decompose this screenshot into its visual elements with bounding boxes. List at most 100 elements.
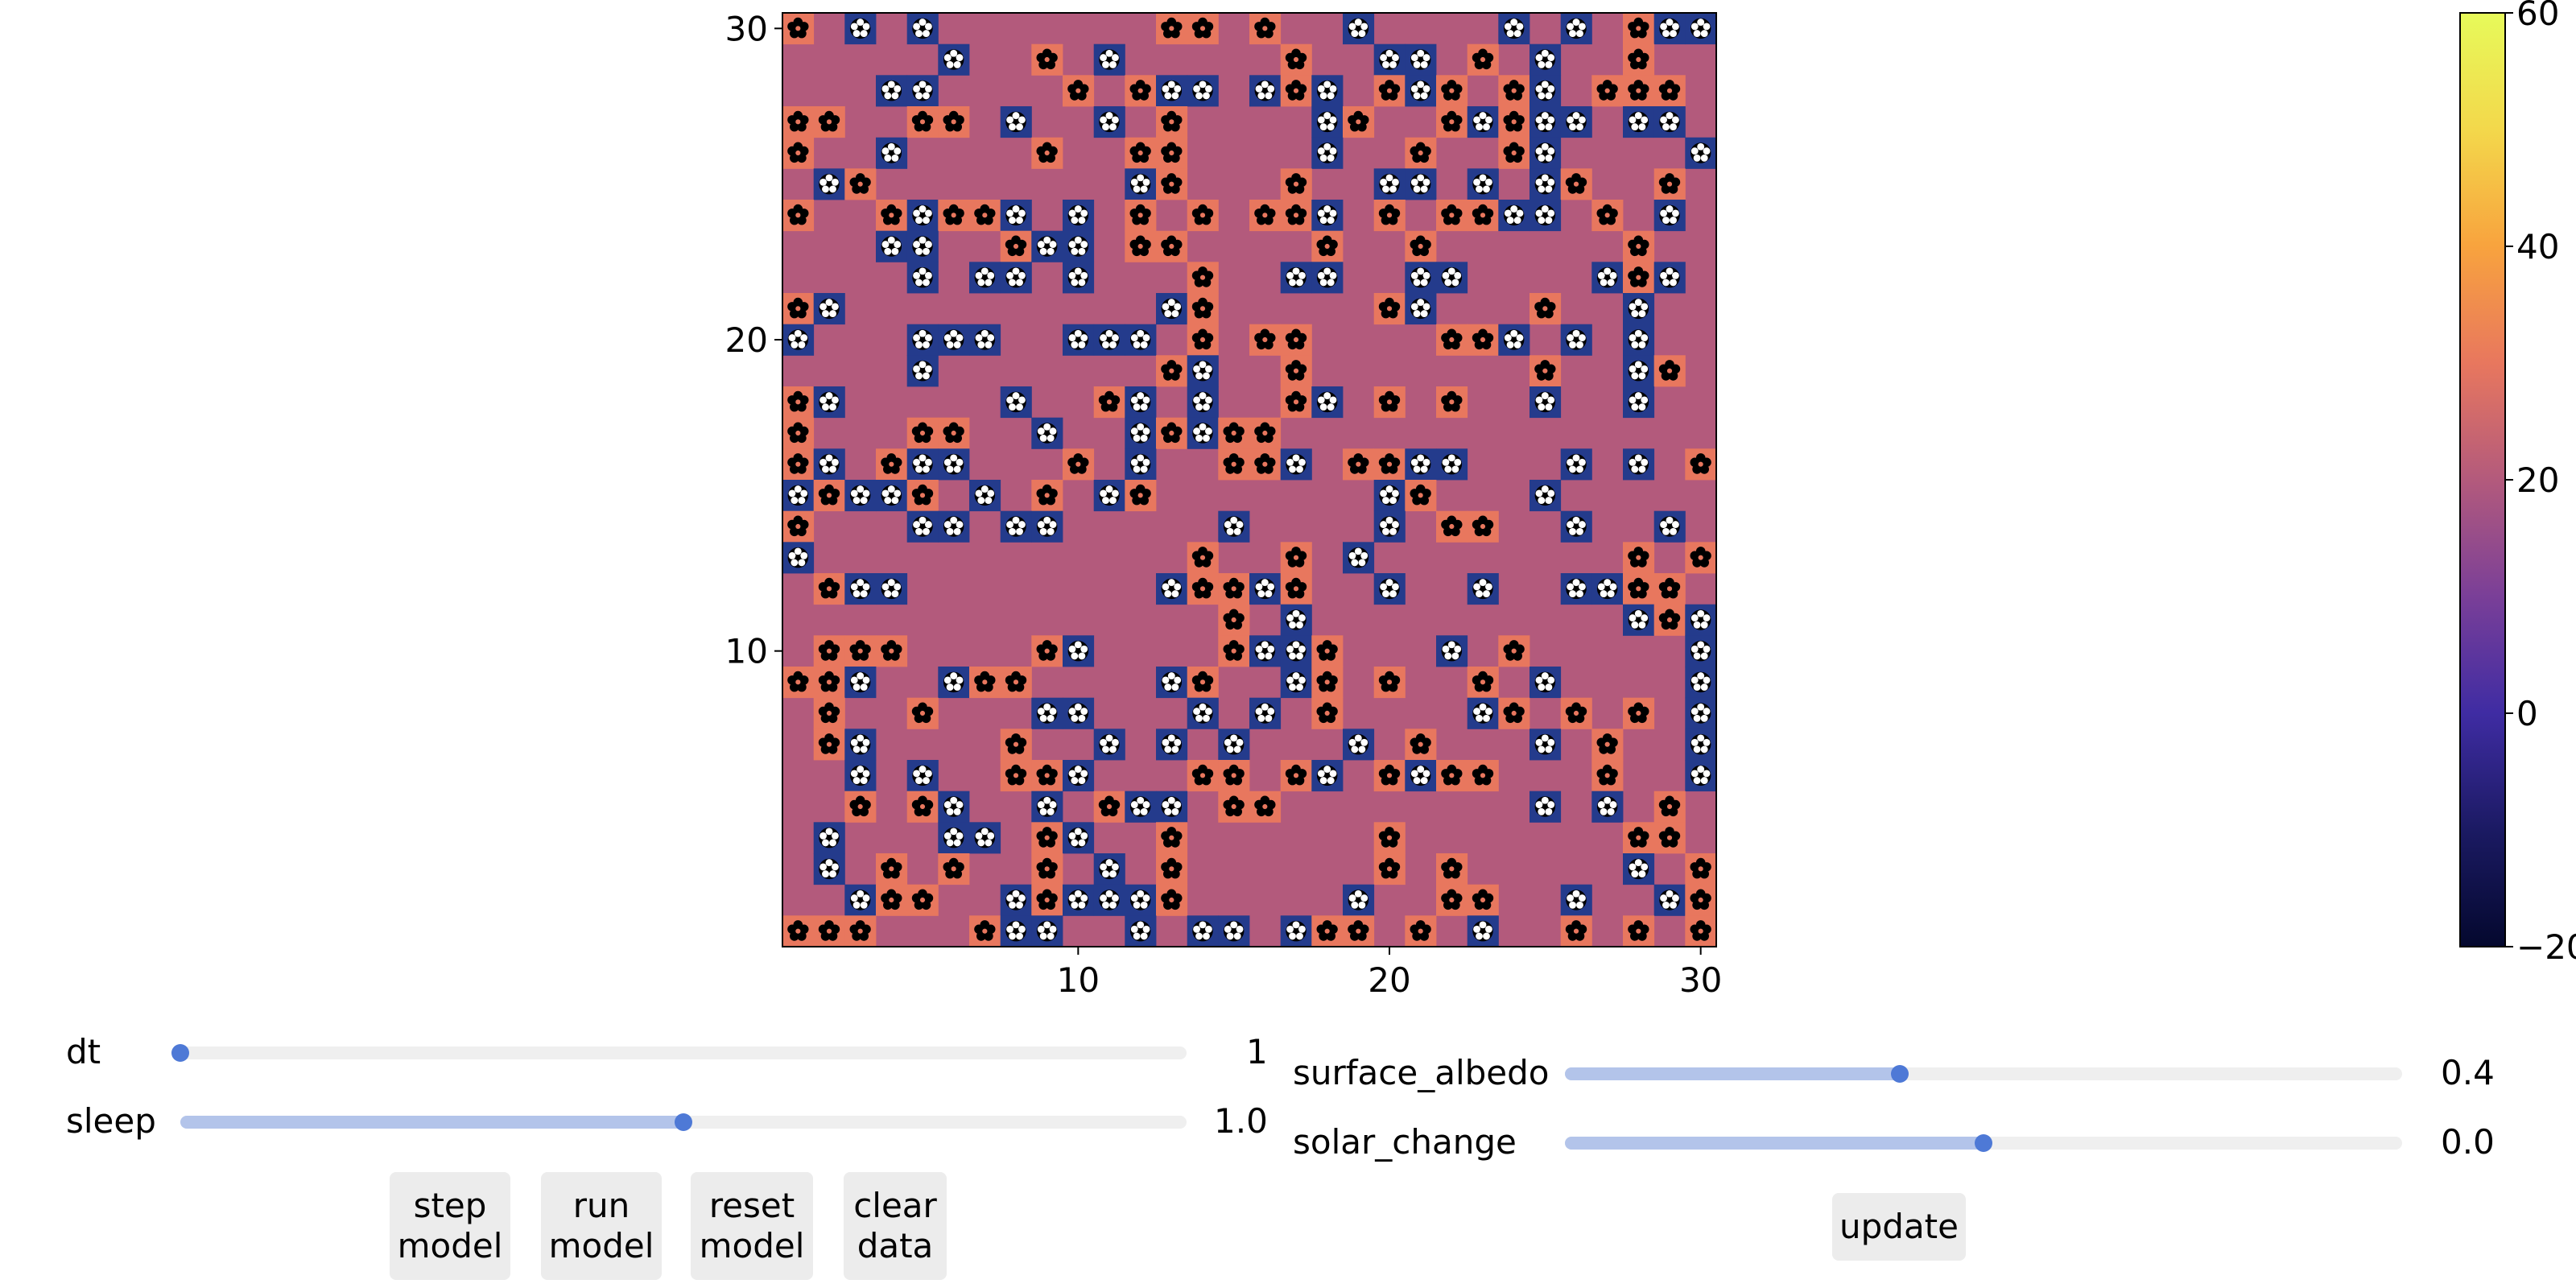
black-daisy xyxy=(1623,697,1655,729)
black-daisy xyxy=(969,667,1001,699)
white-daisy xyxy=(813,293,845,325)
white-daisy xyxy=(1156,729,1188,761)
white-daisy xyxy=(1685,137,1717,169)
white-daisy xyxy=(1653,884,1686,916)
black-daisy xyxy=(906,697,939,729)
white-daisy xyxy=(938,667,970,699)
black-daisy xyxy=(1591,729,1624,761)
black-daisy xyxy=(813,635,845,667)
black-daisy xyxy=(1280,760,1312,792)
solar-change-slider[interactable] xyxy=(1565,1125,2402,1158)
white-daisy xyxy=(1031,915,1063,947)
white-daisy xyxy=(1685,697,1717,729)
run-model-line-2: model xyxy=(548,1226,654,1265)
black-daisy xyxy=(844,168,877,200)
black-daisy xyxy=(1467,200,1499,232)
white-daisy xyxy=(1373,573,1406,605)
x-axis-ticks: 10 20 30 xyxy=(1057,947,1722,1000)
x-tick-label: 30 xyxy=(1679,960,1722,1000)
black-daisy xyxy=(1280,324,1312,356)
white-daisy xyxy=(1591,791,1624,823)
black-daisy xyxy=(969,200,1001,232)
black-daisy xyxy=(1031,760,1063,792)
temperature-heatmap: 10 20 30 10 20 30 xyxy=(725,9,1723,1000)
black-daisy xyxy=(1373,448,1406,481)
black-daisy xyxy=(1218,417,1250,449)
white-daisy xyxy=(844,760,877,792)
white-daisy xyxy=(1373,510,1406,543)
black-daisy xyxy=(1187,293,1219,325)
white-daisy xyxy=(1623,106,1655,138)
dt-label: dt xyxy=(66,1032,101,1071)
white-daisy xyxy=(1498,324,1530,356)
black-daisy xyxy=(1187,542,1219,574)
black-daisy xyxy=(1623,262,1655,294)
white-daisy xyxy=(1311,75,1344,107)
run-model-button[interactable]: run model xyxy=(541,1172,662,1280)
white-daisy xyxy=(1125,791,1157,823)
black-daisy xyxy=(1685,853,1717,886)
black-daisy xyxy=(1125,480,1157,512)
black-daisy xyxy=(906,884,939,916)
white-daisy xyxy=(1249,573,1282,605)
white-daisy xyxy=(1093,480,1125,512)
black-daisy xyxy=(1653,791,1686,823)
colorbar-ticks: −20 0 20 40 60 xyxy=(2505,0,2576,967)
black-daisy xyxy=(1436,75,1468,107)
black-daisy xyxy=(1311,635,1344,667)
black-daisy xyxy=(1467,667,1499,699)
black-daisy xyxy=(813,915,845,947)
black-daisy xyxy=(1623,43,1655,76)
white-daisy xyxy=(1093,729,1125,761)
black-daisy xyxy=(1467,510,1499,543)
black-daisy xyxy=(1031,822,1063,854)
surface-albedo-slider[interactable] xyxy=(1565,1056,2402,1088)
white-daisy xyxy=(1156,573,1188,605)
white-daisy xyxy=(1187,697,1219,729)
white-daisy xyxy=(1623,386,1655,419)
white-daisy xyxy=(876,230,908,262)
surface-albedo-slider-fill xyxy=(1565,1067,1900,1080)
white-daisy xyxy=(1405,448,1437,481)
black-daisy xyxy=(1156,13,1188,45)
black-daisy xyxy=(1031,635,1063,667)
white-daisy xyxy=(1653,13,1686,45)
white-daisy xyxy=(906,200,939,232)
sleep-slider-handle[interactable] xyxy=(675,1113,692,1131)
white-daisy xyxy=(1311,106,1344,138)
black-daisy xyxy=(1498,106,1530,138)
black-daisy xyxy=(1125,75,1157,107)
white-daisy xyxy=(938,43,970,76)
black-daisy xyxy=(1373,75,1406,107)
dt-slider-rail[interactable] xyxy=(180,1046,1187,1059)
sleep-slider[interactable] xyxy=(180,1104,1187,1137)
black-daisy xyxy=(782,137,815,169)
dt-slider[interactable] xyxy=(171,1035,1187,1067)
update-button[interactable]: update xyxy=(1832,1193,1966,1261)
white-daisy xyxy=(1498,13,1530,45)
white-daisy xyxy=(1530,791,1562,823)
black-daisy xyxy=(1063,75,1095,107)
step-model-button[interactable]: step model xyxy=(390,1172,510,1280)
reset-model-button[interactable]: reset model xyxy=(691,1172,813,1280)
clear-data-button[interactable]: clear data xyxy=(844,1172,947,1280)
black-daisy xyxy=(1530,355,1562,387)
white-daisy xyxy=(1373,168,1406,200)
colorbar: −20 0 20 40 60 xyxy=(2459,0,2576,967)
black-daisy xyxy=(1156,884,1188,916)
black-daisy xyxy=(782,915,815,947)
white-daisy xyxy=(1187,355,1219,387)
solar-change-slider-handle[interactable] xyxy=(1975,1134,1992,1152)
white-daisy xyxy=(938,510,970,543)
black-daisy xyxy=(906,417,939,449)
white-daisy xyxy=(1560,573,1592,605)
black-daisy xyxy=(1685,448,1717,481)
dt-slider-handle[interactable] xyxy=(171,1044,189,1062)
black-daisy xyxy=(782,13,815,45)
surface-albedo-slider-handle[interactable] xyxy=(1891,1065,1909,1083)
black-daisy xyxy=(1436,386,1468,419)
step-model-line-1: step xyxy=(413,1186,487,1225)
x-tick-label: 20 xyxy=(1368,960,1410,1000)
black-daisy xyxy=(1436,106,1468,138)
white-daisy xyxy=(906,510,939,543)
